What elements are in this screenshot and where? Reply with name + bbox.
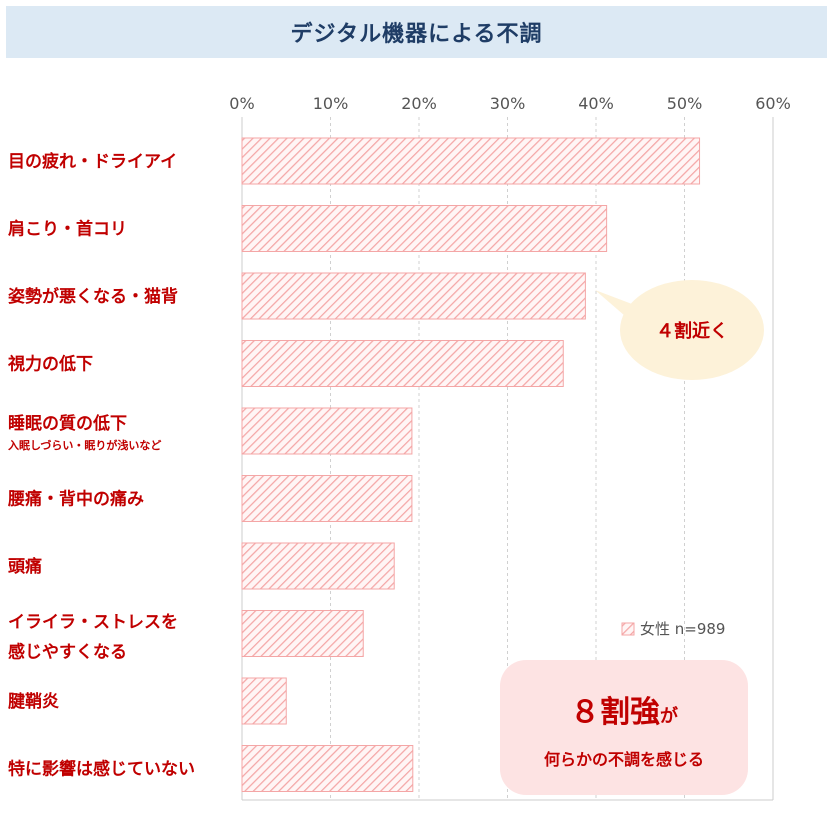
legend-swatch: [621, 622, 635, 636]
x-tick-label: 60%: [755, 94, 791, 113]
category-label: 姿勢が悪くなる・猫背: [8, 286, 178, 307]
callout-bubble: ４割近く: [595, 280, 764, 380]
category-label: 目の疲れ・ドライアイ: [8, 151, 177, 172]
bar: [241, 745, 414, 792]
category-sublabel: 入眠しづらい・眠りが浅いなど: [8, 438, 161, 452]
bar: [241, 272, 586, 320]
x-tick-labels: 0% 10% 20% 30% 40% 50% 60%: [229, 94, 790, 113]
bar: [241, 407, 413, 455]
category-label: 腱鞘炎: [8, 691, 59, 712]
x-tick-label: 50%: [667, 94, 703, 113]
x-tick-label: 0%: [229, 94, 254, 113]
x-tick-label: 30%: [490, 94, 526, 113]
category-label: 特に影響は感じていない: [8, 759, 195, 780]
summary-main: ８割強: [570, 695, 660, 730]
chart-title: デジタル機器による不調: [290, 22, 543, 47]
x-tick-label: 20%: [401, 94, 437, 113]
x-tick-label: 40%: [578, 94, 614, 113]
summary-box: ８割強が 何らかの不調を感じる: [500, 660, 748, 795]
bar: [241, 677, 287, 725]
category-label: 肩こり・首コリ: [8, 219, 127, 240]
x-tick-label: 10%: [313, 94, 349, 113]
chart-title-bar: デジタル機器による不調: [6, 6, 827, 58]
bars: [241, 137, 701, 792]
bar: [241, 137, 701, 185]
summary-sub: 何らかの不調を感じる: [544, 750, 704, 769]
bar: [241, 542, 395, 590]
category-label: 腰痛・背中の痛み: [8, 489, 144, 510]
bar: [241, 475, 413, 522]
legend: 女性 n=989: [621, 620, 725, 638]
bubble-body: [620, 280, 764, 380]
bar: [241, 610, 364, 657]
summary-main-line: ８割強が: [570, 695, 678, 730]
category-label: イライラ・ストレスを: [8, 613, 178, 633]
summary-box-bg: [500, 660, 748, 795]
category-labels: 目の疲れ・ドライアイ肩こり・首コリ姿勢が悪くなる・猫背視力の低下睡眠の質の低下入…: [7, 151, 195, 780]
category-label: 視力の低下: [7, 354, 93, 375]
category-label: 睡眠の質の低下: [8, 413, 127, 434]
category-label: 頭痛: [8, 556, 42, 577]
summary-suffix: が: [660, 705, 678, 727]
bar: [241, 205, 608, 252]
bubble-pointer: [595, 290, 632, 322]
legend-label: 女性 n=989: [640, 620, 725, 638]
bubble-text: ４割近く: [656, 320, 728, 342]
bar: [241, 340, 564, 387]
category-label: 感じやすくなる: [8, 642, 127, 663]
